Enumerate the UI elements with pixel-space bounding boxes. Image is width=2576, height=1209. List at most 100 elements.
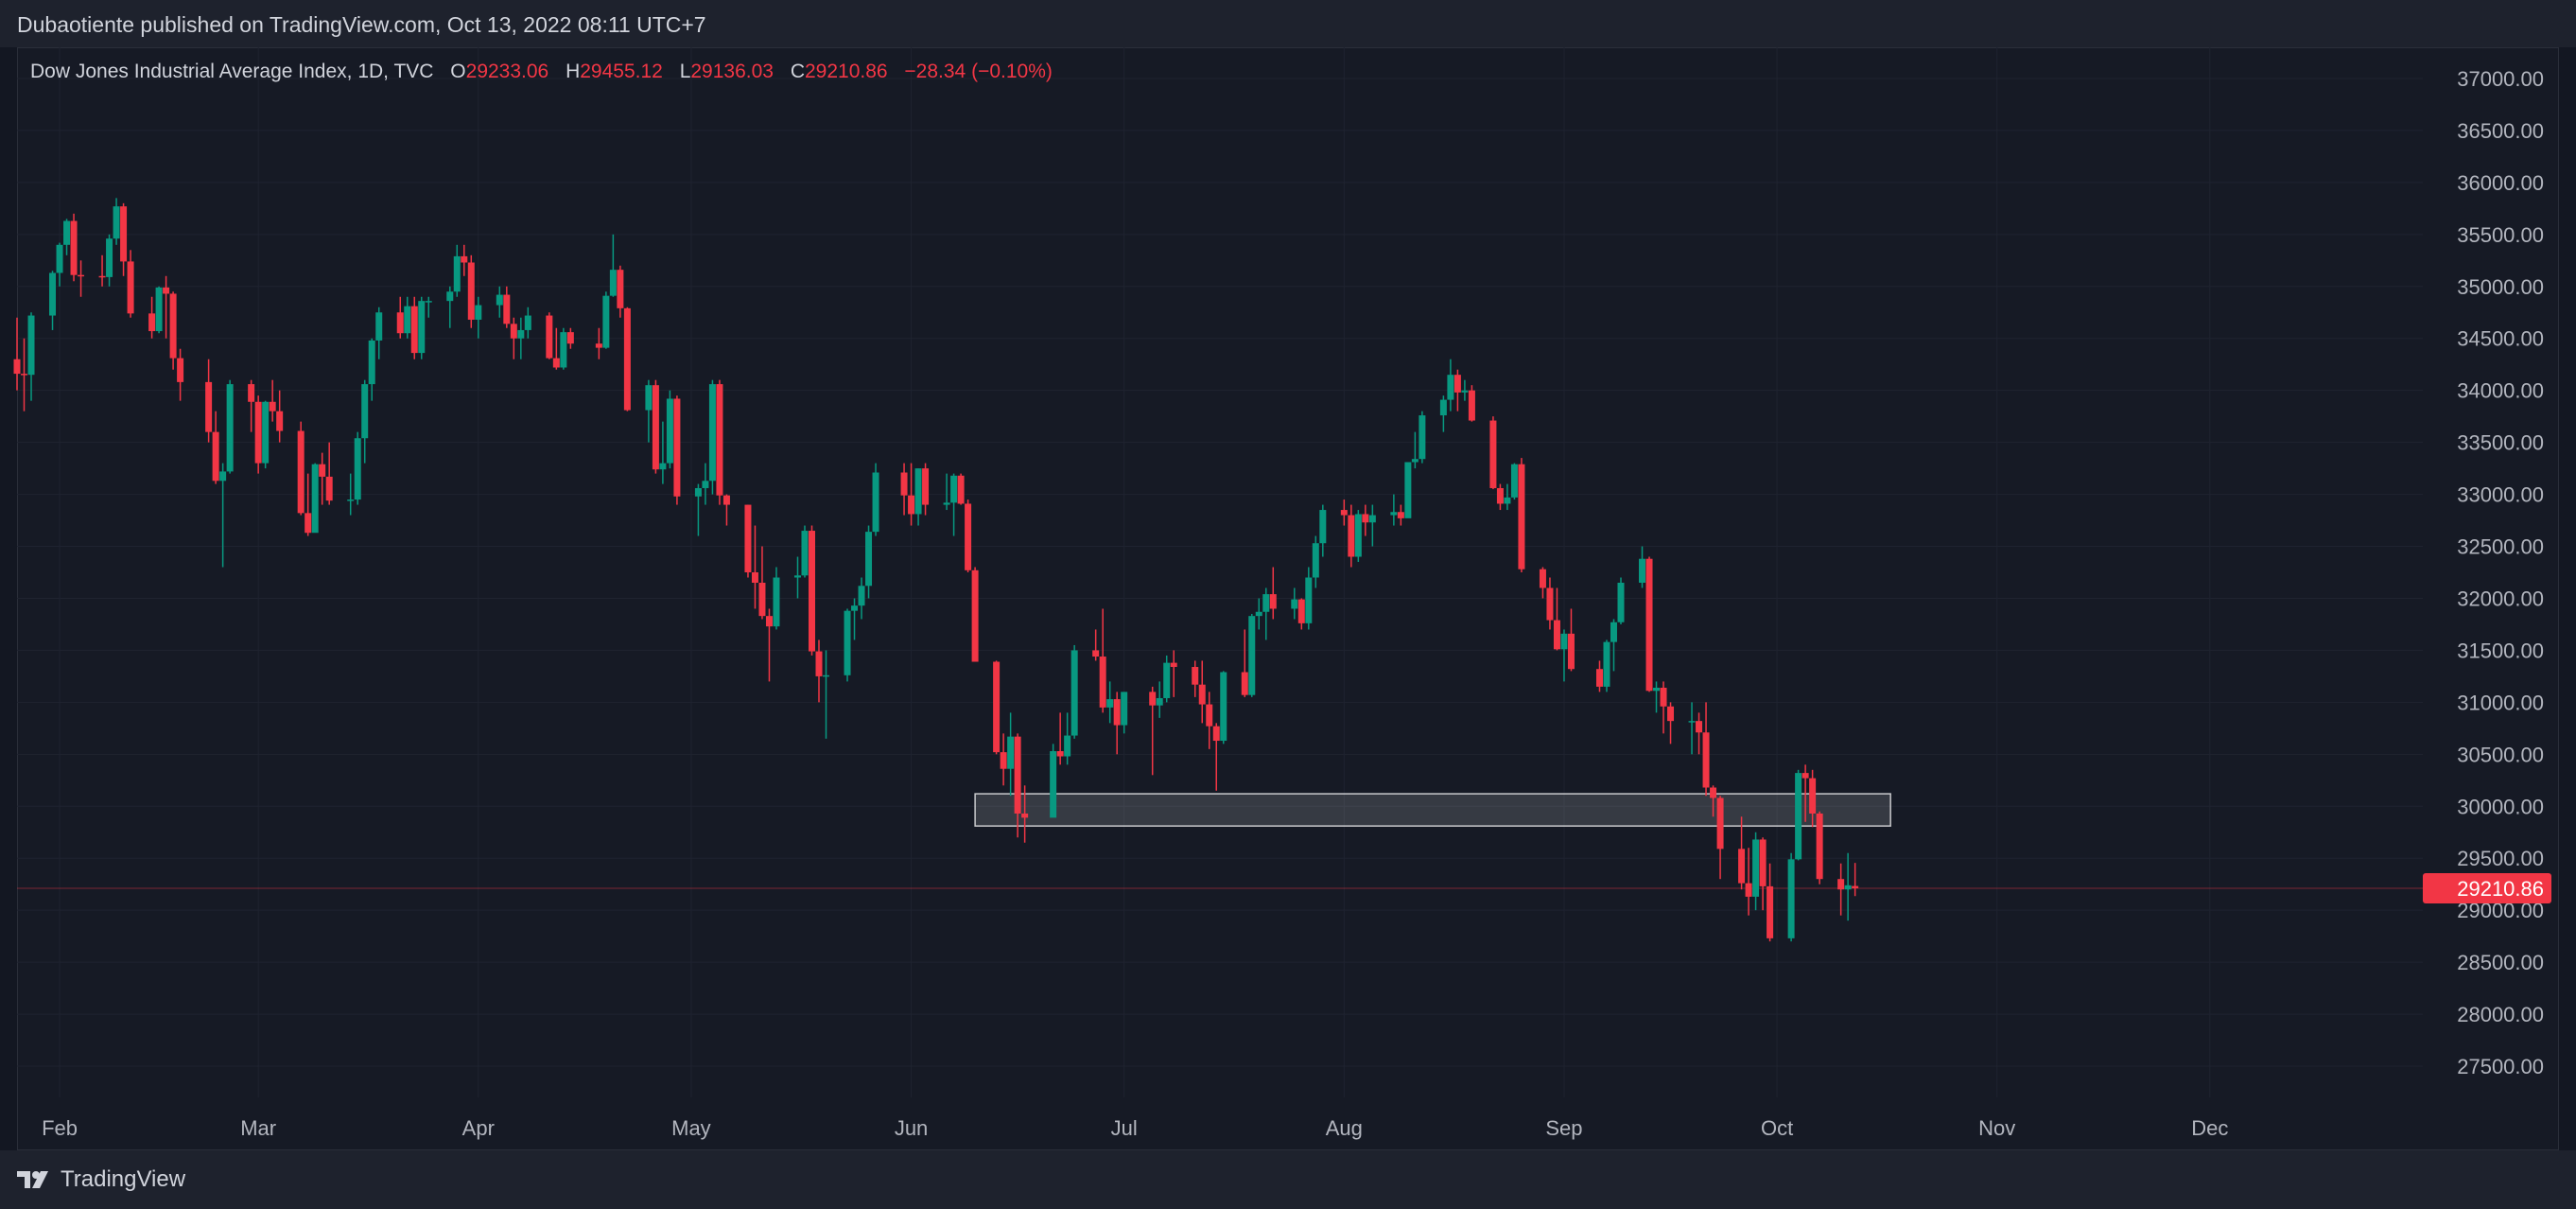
candle-body (1504, 497, 1511, 504)
candle-body (1170, 662, 1177, 668)
candle-body (1113, 699, 1121, 726)
candle (1439, 395, 1447, 432)
candle (1113, 692, 1121, 755)
candle (560, 327, 567, 370)
candle-body (708, 384, 716, 482)
last-price-label-bg (2423, 873, 2551, 904)
chart-panel[interactable] (17, 47, 2559, 1150)
candle-body (1752, 839, 1760, 897)
candle-body (552, 358, 560, 368)
candle (602, 291, 610, 349)
candle (155, 286, 163, 334)
candle (1702, 702, 1710, 797)
candle (1461, 379, 1469, 401)
time-axis[interactable]: Feb Mar Apr May Jun Jul Aug Sep Oct Nov Dec (42, 1116, 2228, 1140)
candle (1192, 660, 1199, 697)
candle (844, 608, 851, 682)
candle (1710, 785, 1717, 817)
candle (1546, 577, 1554, 630)
candle-body (113, 206, 120, 239)
tradingview-brand[interactable]: TradingView (17, 1166, 185, 1193)
candle-body (63, 220, 71, 245)
candle-body (248, 384, 255, 402)
candle-body (950, 475, 958, 503)
candle-body (823, 675, 830, 677)
candle (1653, 681, 1661, 713)
candle (1539, 567, 1546, 599)
candle-body (1000, 752, 1007, 769)
candle-body (1297, 599, 1305, 623)
candle-body (1510, 464, 1518, 498)
candle (1056, 712, 1064, 765)
candle-body (404, 306, 411, 334)
candle (1489, 416, 1497, 490)
price-tick-label: 30500.00 (2457, 743, 2544, 766)
candle (496, 286, 503, 318)
candle (1816, 811, 1823, 885)
candle-body (163, 287, 170, 294)
candle (1397, 504, 1404, 526)
candle (971, 567, 979, 662)
price-tick-label: 33000.00 (2457, 483, 2544, 507)
candle (1468, 385, 1475, 422)
candle-body (1645, 558, 1653, 692)
candle-body (319, 464, 326, 477)
candle-body (375, 312, 383, 341)
price-tick-label: 37000.00 (2457, 67, 2544, 91)
candle-body (1639, 558, 1646, 583)
candle-body (1617, 582, 1625, 622)
low-value: 29136.03 (690, 61, 774, 82)
candle-body (56, 244, 63, 273)
price-tick-label: 36500.00 (2457, 119, 2544, 143)
candle (305, 473, 312, 536)
candle-body (560, 332, 567, 368)
candle-body (49, 272, 57, 316)
candle-body (1390, 512, 1398, 516)
tradingview-logo-icon (17, 1171, 48, 1188)
candle-body (276, 411, 284, 431)
candle (708, 379, 716, 495)
candle (1163, 655, 1171, 703)
candle (297, 421, 305, 516)
time-tick-label: Nov (1978, 1116, 2015, 1140)
candle (1007, 712, 1015, 797)
candle (914, 468, 922, 526)
candle-body (418, 301, 426, 354)
candle (375, 307, 383, 359)
candle (1312, 535, 1319, 588)
candle (510, 317, 517, 359)
candle (269, 379, 276, 422)
candle (1354, 510, 1362, 563)
price-axis[interactable]: 27500.0028000.0028500.0029000.0029500.00… (2457, 67, 2544, 1078)
candle-body (908, 495, 915, 515)
candle-body (226, 384, 234, 472)
publication-header: Dubaotiente published on TradingView.com… (0, 0, 2576, 47)
candle-body (546, 315, 553, 359)
candle (1050, 744, 1057, 818)
candle (1447, 359, 1454, 412)
candle-body (262, 401, 270, 464)
candle (595, 327, 602, 359)
candle (1496, 483, 1504, 511)
candle-body (865, 532, 873, 587)
candle (1319, 504, 1327, 557)
candle (858, 577, 865, 620)
candle-body (361, 384, 369, 439)
candle-body (1653, 687, 1661, 692)
candle-body (758, 582, 766, 617)
candle (1610, 619, 1617, 672)
high-label: H (566, 61, 581, 82)
support-zone[interactable] (974, 793, 1891, 827)
price-tick-label: 28000.00 (2457, 1003, 2544, 1026)
time-tick-label: Mar (240, 1116, 276, 1140)
candle (1206, 692, 1213, 749)
candle (461, 244, 468, 276)
candle (1759, 837, 1767, 911)
candle-body (1056, 751, 1064, 757)
candle-body (1710, 787, 1717, 798)
candle-body (1248, 616, 1256, 695)
candle (425, 296, 432, 318)
candle (1595, 660, 1603, 692)
candle (1852, 863, 1859, 897)
